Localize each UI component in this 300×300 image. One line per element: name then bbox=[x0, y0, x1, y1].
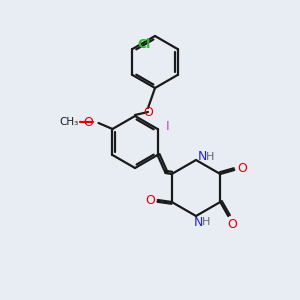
Text: O: O bbox=[237, 161, 247, 175]
Text: O: O bbox=[143, 106, 153, 118]
Text: O: O bbox=[227, 218, 237, 230]
Text: Cl: Cl bbox=[138, 38, 151, 52]
Text: N: N bbox=[193, 215, 203, 229]
Text: H: H bbox=[206, 152, 214, 162]
Text: H: H bbox=[202, 217, 210, 227]
Text: N: N bbox=[197, 151, 207, 164]
Text: CH₃: CH₃ bbox=[59, 117, 79, 127]
Text: O: O bbox=[145, 194, 155, 206]
Text: O: O bbox=[84, 116, 94, 128]
Text: I: I bbox=[166, 121, 169, 134]
